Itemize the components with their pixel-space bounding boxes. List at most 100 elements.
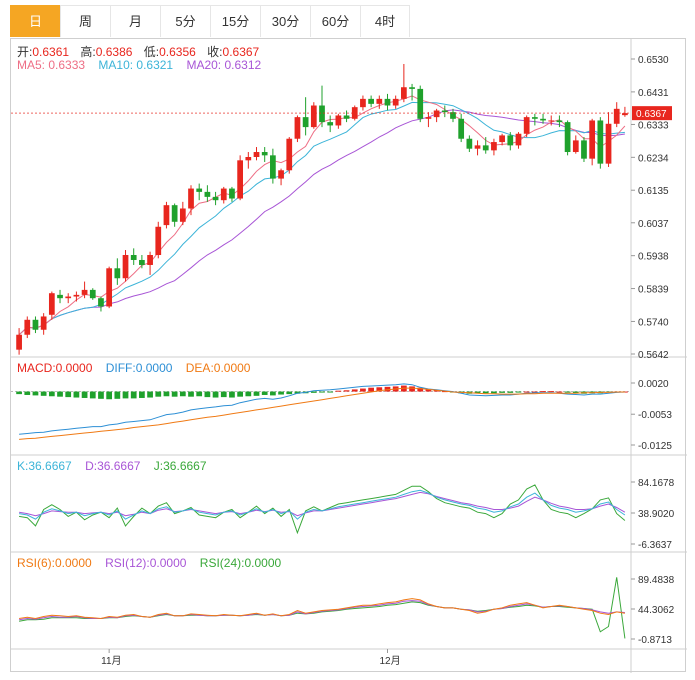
macd-bar <box>253 391 260 396</box>
y-tick-label-0-0: 0.6530 <box>638 55 669 66</box>
macd-bar <box>425 388 432 392</box>
macd-bar <box>351 389 358 392</box>
candle-body <box>401 87 407 99</box>
y-tick-label-1-0: 0.0020 <box>638 379 669 390</box>
tab-7[interactable]: 4时 <box>360 5 410 37</box>
macd-bar <box>48 391 55 397</box>
macd-bar <box>319 391 325 393</box>
macd-bar <box>220 391 227 398</box>
macd-bar <box>24 391 31 395</box>
candle-body <box>286 138 293 171</box>
period-tabs: 日周月 5分 15分 30分 60分 4时 <box>10 5 410 39</box>
candle-body <box>327 122 334 126</box>
candle-body <box>572 140 579 153</box>
candle-body <box>114 268 121 279</box>
macd-bar <box>384 386 391 392</box>
candle-body <box>491 142 497 151</box>
rsi24-label: RSI(24):0.0000 <box>199 556 282 570</box>
macd-bar <box>73 391 80 398</box>
macd-bar <box>491 391 497 394</box>
candle-body <box>48 293 55 315</box>
k-label: K:36.6667 <box>17 459 72 473</box>
tab-0[interactable]: 日 <box>10 5 60 37</box>
candle-body <box>564 122 571 153</box>
macd-label: MACD:0.0000 <box>17 361 93 375</box>
candle-body <box>24 319 31 335</box>
candle-body <box>450 112 456 119</box>
candle-body <box>523 117 530 134</box>
diff-line <box>19 383 625 435</box>
macd-bar <box>507 391 514 393</box>
tab-3[interactable]: 5分 <box>160 5 210 37</box>
j-label: J:36.6667 <box>153 459 207 473</box>
chart-area[interactable]: 0.6530 0.6431 0.6333 0.6234 0.6135 0.6037 0.59… <box>10 38 687 673</box>
macd-bar <box>89 391 96 399</box>
rsi12-label: RSI(12):0.0000 <box>105 556 187 570</box>
candle-body <box>433 110 440 118</box>
tab-4[interactable]: 15分 <box>210 5 260 37</box>
macd-bar <box>65 391 72 398</box>
high-label: 高: <box>80 45 96 59</box>
tab-6[interactable]: 60分 <box>310 5 360 37</box>
ma10-label: MA10: 0.6321 <box>98 58 174 72</box>
macd-bar <box>16 391 22 395</box>
macd-bar <box>32 391 39 396</box>
candle-body <box>368 98 374 104</box>
candle-body <box>392 98 399 106</box>
y-tick-label-3-2: -0.8713 <box>638 635 672 646</box>
macd-bar <box>523 391 530 393</box>
candle-body <box>261 152 268 156</box>
candle-body <box>515 133 522 146</box>
tab-5[interactable]: 30分 <box>260 5 310 37</box>
macd-bar <box>155 391 162 397</box>
candle-body <box>351 107 358 119</box>
macd-bar <box>130 391 137 399</box>
rsi12-line <box>19 600 625 621</box>
candle-body <box>302 117 309 128</box>
y-tick-label-2-2: -6.3637 <box>638 540 672 551</box>
candle-body <box>466 138 473 149</box>
y-tick-label-1-1: -0.0053 <box>638 410 672 421</box>
candle-body <box>384 98 391 106</box>
candle-body <box>278 170 284 179</box>
candle-body <box>179 208 186 222</box>
macd-bar <box>286 391 293 395</box>
candle-body <box>147 255 153 265</box>
macd-bar <box>278 391 284 395</box>
ma5-label: MA5: 0.6333 <box>17 58 86 72</box>
macd-legend: MACD:0.0000 DIFF:0.0000 DEA:0.0000 <box>17 361 254 375</box>
candle-body <box>425 117 432 119</box>
open-value: 0.6361 <box>32 45 70 59</box>
candle-body <box>343 115 350 119</box>
macd-bar <box>482 391 489 394</box>
rsi6-label: RSI(6):0.0000 <box>17 556 92 570</box>
candle-body <box>499 135 505 143</box>
candle-body <box>613 108 620 124</box>
open-label: 开: <box>17 45 33 59</box>
tab-1[interactable]: 周 <box>60 5 110 37</box>
y-tick-label-0-2: 0.6333 <box>638 120 669 131</box>
candle-body <box>335 115 342 126</box>
macd-bar <box>57 391 63 397</box>
macd-bar <box>106 391 113 400</box>
y-tick-label-0-6: 0.5938 <box>638 252 669 263</box>
candle-body <box>32 319 39 330</box>
ma-legend: MA5: 0.6333 MA10: 0.6321 MA20: 0.6312 <box>17 58 265 72</box>
last-price-tag <box>632 106 672 121</box>
x-tick-label-1: 12月 <box>379 655 400 667</box>
candle-body <box>130 255 137 260</box>
macd-bar <box>171 391 178 397</box>
macd-bar <box>474 391 481 394</box>
macd-bar <box>368 387 374 392</box>
y-tick-label-0-8: 0.5740 <box>638 317 669 328</box>
y-tick-label-0-3: 0.6234 <box>638 153 669 164</box>
candle-body <box>417 88 424 119</box>
candle-body <box>294 117 301 139</box>
candle-body <box>531 117 538 119</box>
x-tick-label-0: 11月 <box>101 655 121 667</box>
tab-2[interactable]: 月 <box>110 5 160 37</box>
candle-body <box>556 120 563 123</box>
macd-bar <box>572 391 579 394</box>
candle-body <box>540 118 546 121</box>
d-line <box>19 491 626 517</box>
